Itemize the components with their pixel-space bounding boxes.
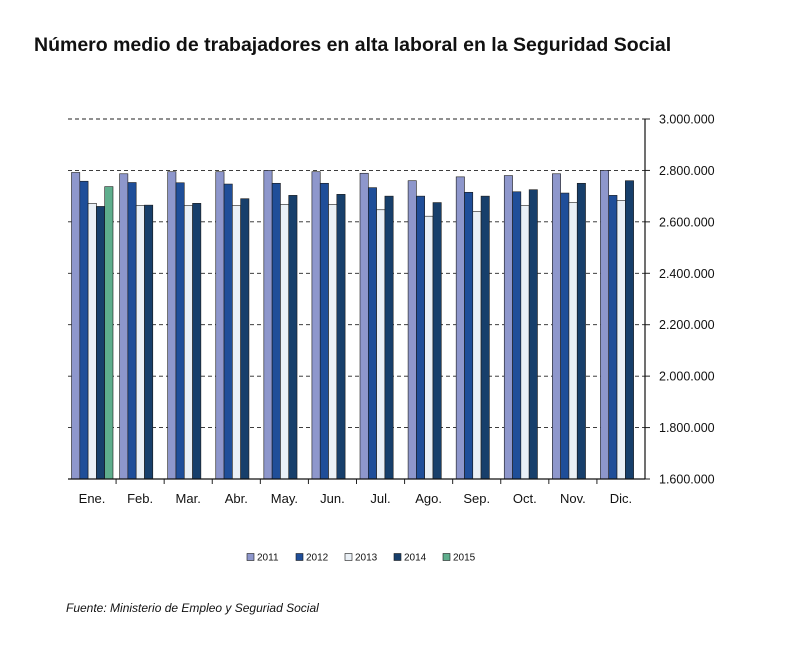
legend-swatch-2015: [442, 553, 451, 561]
y-tick-label: 1.600.000: [659, 473, 715, 487]
bar-2011-1: [119, 173, 129, 480]
x-tick-label: Jun.: [320, 491, 345, 506]
bar-2012-7: [416, 195, 425, 480]
x-tick-label: Abr.: [225, 491, 248, 506]
y-tick-label: 2.400.000: [659, 267, 715, 281]
legend-swatch-2014: [393, 553, 402, 561]
bar-2014-0: [96, 206, 106, 480]
bar-2014-2: [192, 203, 202, 480]
x-tick-label: Nov.: [560, 491, 586, 506]
bar-2013-0: [87, 203, 97, 480]
bar-2013-1: [135, 205, 145, 480]
source-note: Fuente: Ministerio de Empleo y Seguriad …: [66, 601, 319, 615]
bar-2011-6: [359, 172, 369, 480]
bar-2013-6: [376, 209, 386, 480]
legend-label-2011: 2011: [257, 553, 279, 564]
bar-2012-9: [512, 191, 522, 480]
x-tick-label: Ago.: [415, 491, 442, 506]
bar-2014-1: [144, 204, 154, 480]
bar-2012-0: [79, 180, 89, 480]
bar-2014-8: [480, 195, 490, 480]
legend: 2011 2012 2013 2014 2015: [246, 553, 476, 564]
bar-2014-10: [576, 182, 586, 480]
bar-2013-10: [568, 202, 578, 480]
axes: 1.600.000 1.800.000 2.000.000 2.200.000 2.40…: [68, 113, 715, 506]
bar-2013-11: [616, 200, 626, 480]
bar-2011-10: [552, 173, 561, 480]
y-tick-label: 2.200.000: [659, 318, 715, 332]
bar-2014-3: [240, 198, 250, 480]
x-tick-label: Sep.: [463, 491, 490, 506]
bar-2014-7: [432, 202, 442, 480]
x-tick-label: Jul.: [370, 491, 390, 506]
bar-2011-7: [407, 180, 417, 480]
bar-2014-9: [528, 189, 538, 480]
legend-label-2015: 2015: [453, 553, 476, 564]
y-tick-label: 2.600.000: [659, 215, 715, 229]
bar-2011-0: [71, 172, 81, 480]
bar-2012-5: [319, 182, 329, 480]
bar-2014-5: [336, 194, 346, 480]
bar-2012-3: [223, 183, 233, 480]
y-tick-label: 2.800.000: [659, 164, 715, 178]
legend-label-2012: 2012: [306, 553, 329, 564]
bar-2011-2: [167, 171, 177, 480]
bar-2011-4: [263, 170, 273, 480]
x-tick-label: Dic.: [610, 491, 632, 506]
y-tick-label: 3.000.000: [659, 113, 715, 127]
bar-2012-10: [560, 192, 570, 480]
bar-2012-4: [271, 182, 281, 480]
bar-2011-5: [311, 171, 321, 480]
bar-2012-11: [608, 195, 618, 480]
x-tick-label: May.: [271, 491, 298, 506]
bar-2011-11: [600, 170, 610, 480]
x-tick-label: Oct.: [513, 491, 537, 506]
bar-2013-7: [424, 215, 434, 480]
bar-2012-8: [464, 191, 474, 480]
bar-2013-3: [232, 205, 241, 480]
legend-label-2014: 2014: [404, 553, 427, 564]
bar-2011-3: [215, 171, 225, 480]
bar-2014-11: [625, 180, 634, 480]
bar-2013-4: [280, 204, 290, 480]
bar-2013-8: [472, 211, 482, 480]
bar-2013-9: [520, 205, 530, 480]
bar-2013-5: [328, 204, 338, 480]
legend-swatch-2013: [344, 553, 353, 561]
y-tick-label: 1.800.000: [659, 421, 715, 435]
legend-swatch-2012: [295, 553, 304, 561]
x-tick-label: Ene.: [79, 491, 106, 506]
y-tick-label: 2.000.000: [659, 370, 715, 384]
bar-2014-4: [288, 195, 298, 480]
bar-2015-0: [104, 186, 114, 480]
legend-swatch-2011: [246, 553, 255, 561]
x-tick-label: Mar.: [176, 491, 201, 506]
bar-2011-9: [503, 175, 513, 480]
legend-label-2013: 2013: [355, 553, 378, 564]
gridlines: [68, 118, 645, 429]
bar-2014-6: [384, 195, 394, 480]
bar-2013-2: [183, 205, 193, 480]
bar-2012-2: [175, 182, 185, 480]
chart-title: Número medio de trabajadores en alta lab…: [34, 34, 672, 56]
bar-2012-1: [127, 182, 137, 480]
bars: [71, 170, 634, 480]
bar-2011-8: [455, 176, 465, 480]
x-tick-label: Feb.: [127, 491, 153, 506]
bar-2012-6: [367, 187, 377, 480]
